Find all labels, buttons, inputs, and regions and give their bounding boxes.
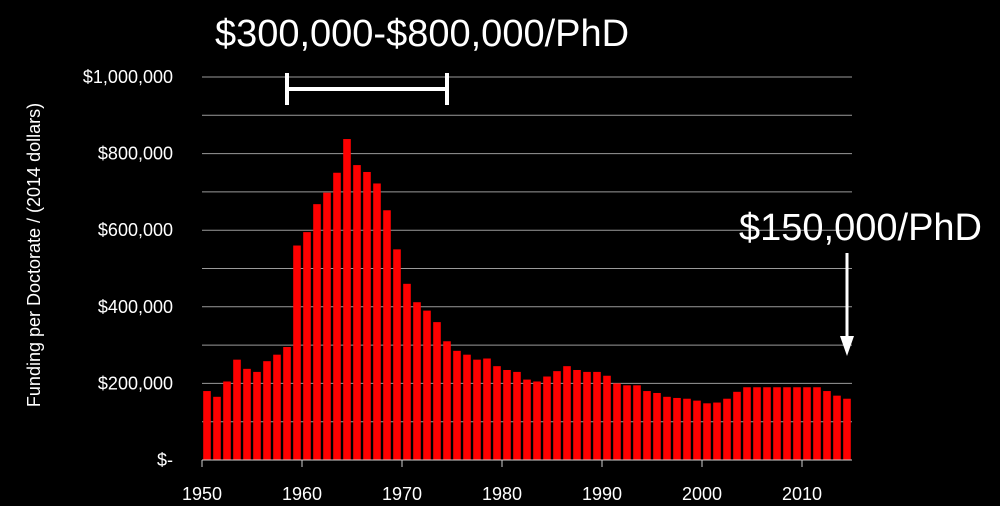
bar xyxy=(583,371,591,460)
bar xyxy=(403,283,411,460)
bar xyxy=(723,398,731,460)
bar xyxy=(703,403,711,460)
bar xyxy=(513,371,521,460)
bar xyxy=(833,395,841,460)
bar xyxy=(483,358,491,460)
bar xyxy=(253,371,261,460)
bar xyxy=(733,391,741,460)
y-tick-label: $600,000 xyxy=(98,220,173,240)
bar xyxy=(373,183,381,460)
bar xyxy=(713,402,721,460)
bar xyxy=(523,379,531,460)
x-tick-label: 1960 xyxy=(282,484,322,504)
x-tick-label: 2010 xyxy=(782,484,822,504)
bar xyxy=(813,387,821,460)
bar xyxy=(643,391,651,460)
bar xyxy=(433,322,441,460)
y-tick-label: $200,000 xyxy=(98,373,173,393)
arrow-head xyxy=(840,336,854,356)
bar xyxy=(613,383,621,460)
arrow-annotation-label: $150,000/PhD xyxy=(739,207,982,249)
bar xyxy=(313,204,321,460)
bar xyxy=(563,366,571,460)
bar xyxy=(303,232,311,460)
bar xyxy=(423,310,431,460)
x-tick-label: 1970 xyxy=(382,484,422,504)
bar xyxy=(293,245,301,460)
y-tick-label: $800,000 xyxy=(98,144,173,164)
y-axis-label: Funding per Doctorate / (2014 dollars) xyxy=(24,103,44,407)
bar xyxy=(623,385,631,460)
bar xyxy=(363,171,371,460)
bar xyxy=(663,396,671,460)
bar xyxy=(353,165,361,460)
bar xyxy=(653,392,661,460)
bar xyxy=(593,371,601,460)
bar xyxy=(273,354,281,460)
bar xyxy=(573,369,581,460)
bar xyxy=(203,391,211,460)
x-tick-labels: 1950 1960 1970 1980 1990 2000 2010 xyxy=(182,460,822,504)
bar xyxy=(743,387,751,460)
bar xyxy=(463,354,471,460)
bar xyxy=(823,391,831,460)
bar xyxy=(673,397,681,460)
x-tick-label: 2000 xyxy=(682,484,722,504)
bar xyxy=(753,387,761,460)
y-tick-labels: $- $200,000 $400,000 $600,000 $800,000 $1,000… xyxy=(83,67,173,470)
x-tick-label: 1990 xyxy=(582,484,622,504)
bar xyxy=(343,139,351,460)
bar xyxy=(413,302,421,460)
bar xyxy=(243,368,251,460)
bar xyxy=(383,210,391,460)
bar xyxy=(773,387,781,460)
bar xyxy=(263,361,271,460)
bar xyxy=(493,366,501,460)
range-annotation-label: $300,000-$800,000/PhD xyxy=(215,13,629,55)
bar xyxy=(233,359,241,460)
bar xyxy=(473,359,481,460)
bar xyxy=(503,369,511,460)
bar xyxy=(323,192,331,460)
x-tick-label: 1980 xyxy=(482,484,522,504)
bar xyxy=(393,249,401,460)
bar xyxy=(793,387,801,460)
bar xyxy=(763,387,771,460)
bar xyxy=(223,381,231,460)
bar xyxy=(553,371,561,460)
bar xyxy=(683,398,691,460)
x-tick-label: 1950 xyxy=(182,484,222,504)
bar xyxy=(533,381,541,460)
bars xyxy=(203,139,851,460)
bar xyxy=(783,387,791,460)
bar xyxy=(633,385,641,460)
annotations: $300,000-$800,000/PhD $150,000/PhD xyxy=(215,13,982,356)
bar xyxy=(803,387,811,460)
bar xyxy=(453,350,461,460)
y-tick-label: $- xyxy=(157,450,173,470)
y-tick-label: $1,000,000 xyxy=(83,67,173,87)
y-tick-label: $400,000 xyxy=(98,297,173,317)
bar xyxy=(693,400,701,460)
bar xyxy=(283,347,291,460)
bar xyxy=(603,375,611,460)
bar xyxy=(543,376,551,460)
bar xyxy=(843,398,851,460)
bar xyxy=(333,172,341,460)
bar xyxy=(443,341,451,460)
bar xyxy=(213,396,221,460)
